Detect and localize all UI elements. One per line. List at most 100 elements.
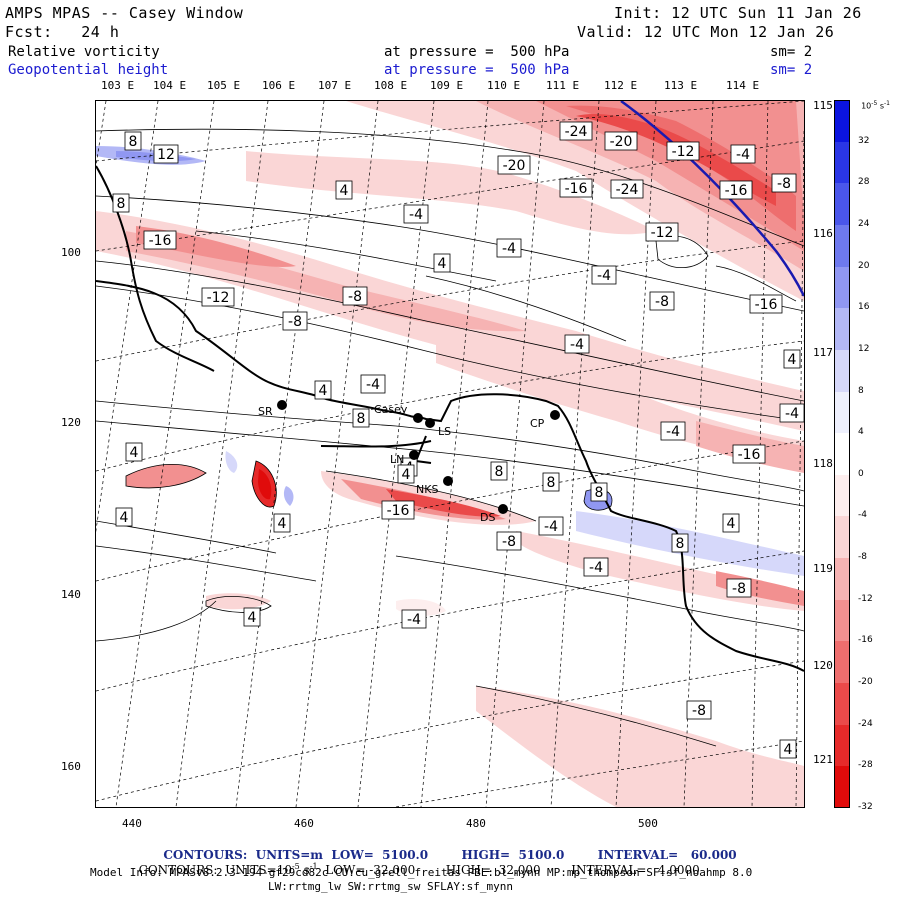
contour-label: -4 (360, 374, 386, 394)
station-marker (277, 400, 287, 410)
svg-text:-4: -4 (589, 560, 603, 576)
contour-label: -4 (730, 144, 756, 164)
svg-text:-8: -8 (692, 703, 706, 719)
x-tick-460: 460 (294, 817, 314, 830)
colorbar-swatch (834, 641, 850, 684)
svg-text:-8: -8 (732, 581, 746, 597)
contour-label: 4 (115, 507, 133, 527)
coastline (96, 165, 804, 672)
contour-label: 4 (273, 513, 291, 533)
svg-text:-4: -4 (785, 406, 799, 422)
svg-text:-4: -4 (570, 337, 584, 353)
top-lon-label: 105 E (207, 79, 241, 92)
svg-text:-16: -16 (755, 297, 778, 313)
colorbar-label: 20 (858, 260, 870, 271)
top-lon-label: 111 E (546, 79, 580, 92)
svg-text:-8: -8 (288, 314, 302, 330)
svg-text:-4: -4 (666, 424, 680, 440)
forecast-hour: Fcst: 24 h (5, 23, 120, 41)
model-info: Model Info: MPASv8.2.3-194-gf29cd82c CU:… (90, 866, 753, 879)
contour-label: -8 (649, 291, 675, 311)
svg-text:4: 4 (784, 742, 793, 758)
colorbar-swatch (834, 141, 850, 184)
svg-text:-16: -16 (565, 181, 588, 197)
contour-label: 4 (397, 464, 415, 484)
svg-text:-8: -8 (348, 289, 362, 305)
height-contours-line: CONTOURS: UNITS=m LOW= 5100.0 HIGH= 5100… (163, 848, 737, 862)
colorbar-label: 16 (858, 302, 870, 313)
vorticity-map: 8 12 -24 -20 -12 -4 -20 -16 -24 -16 -8 8 -16 4 -4 -4 -12… (96, 101, 804, 807)
colorbar-label: -28 (858, 760, 873, 771)
contour-label: -16 (143, 230, 177, 250)
svg-text:8: 8 (495, 464, 504, 480)
svg-text:-12: -12 (207, 290, 230, 306)
colorbar-swatch (834, 183, 850, 226)
colorbar-label: 0 (858, 468, 864, 479)
colorbar-label: -24 (858, 718, 873, 729)
contour-label: -8 (686, 700, 712, 720)
svg-text:-4: -4 (544, 519, 558, 535)
map-title: AMPS MPAS -- Casey Window (5, 4, 244, 22)
lat-lon-grid (96, 101, 804, 807)
colorbar-swatch (834, 558, 850, 601)
contour-label: -8 (771, 173, 797, 193)
svg-text:8: 8 (547, 475, 556, 491)
contour-label: 8 (490, 461, 508, 481)
svg-text:8: 8 (595, 485, 604, 501)
top-lon-label: 108 E (374, 79, 408, 92)
svg-text:8: 8 (117, 196, 126, 212)
svg-text:4: 4 (438, 256, 447, 272)
colorbar-label: 8 (858, 385, 864, 396)
map-plot-area: 8 12 -24 -20 -12 -4 -20 -16 -24 -16 -8 8 -16 4 -4 -4 -12… (95, 100, 805, 808)
x-tick-480: 480 (466, 817, 486, 830)
svg-text:-16: -16 (738, 447, 761, 463)
colorbar-label: -20 (858, 677, 873, 688)
top-lon-label: 112 E (604, 79, 638, 92)
station-marker (425, 418, 435, 428)
contour-label: -24 (559, 121, 593, 141)
svg-text:4: 4 (278, 516, 287, 532)
svg-text:-20: -20 (503, 158, 526, 174)
x-tick-500: 500 (638, 817, 658, 830)
svg-text:-4: -4 (407, 612, 421, 628)
contour-label: -20 (497, 155, 531, 175)
contour-label: -8 (726, 578, 752, 598)
colorbar-swatch (834, 766, 850, 809)
svg-text:4: 4 (340, 183, 349, 199)
y-tick-140: 140 (61, 588, 81, 601)
init-time: Init: 12 UTC Sun 11 Jan 26 (614, 4, 862, 22)
contour-label: 8 (590, 482, 608, 502)
svg-text:8: 8 (676, 536, 685, 552)
contour-label: 4 (335, 180, 353, 200)
top-lon-label: 110 E (487, 79, 521, 92)
station-marker (498, 504, 508, 514)
x-tick-440: 440 (122, 817, 142, 830)
contour-label: 4 (783, 349, 801, 369)
station-label: SR (258, 405, 273, 418)
svg-text:-4: -4 (366, 377, 380, 393)
field-smoothing-height: sm= 2 (770, 62, 813, 78)
top-lon-label: 113 E (664, 79, 698, 92)
contour-label: 4 (125, 442, 143, 462)
y-tick-100: 100 (61, 246, 81, 259)
y-tick-160: 160 (61, 760, 81, 773)
y-tick-120: 120 (61, 416, 81, 429)
contour-label: 4 (722, 513, 740, 533)
svg-text:4: 4 (788, 352, 797, 368)
field-name-height: Geopotential height (8, 62, 169, 78)
colorbar-label: -8 (858, 552, 867, 563)
svg-text:-16: -16 (387, 503, 410, 519)
station-marker (443, 476, 453, 486)
contour-label: -16 (719, 180, 753, 200)
contour-label: -8 (496, 531, 522, 551)
colorbar-swatch (834, 474, 850, 517)
contour-label: -16 (749, 294, 783, 314)
contour-label: -4 (538, 516, 564, 536)
colorbar-swatch (834, 100, 850, 143)
colorbar-label: 32 (858, 135, 870, 146)
colorbar-swatch (834, 224, 850, 268)
contour-label: 8 (542, 472, 560, 492)
svg-text:-16: -16 (149, 233, 172, 249)
field-level-vorticity: at pressure = 500 hPa (384, 44, 570, 60)
contour-label: 4 (433, 253, 451, 273)
